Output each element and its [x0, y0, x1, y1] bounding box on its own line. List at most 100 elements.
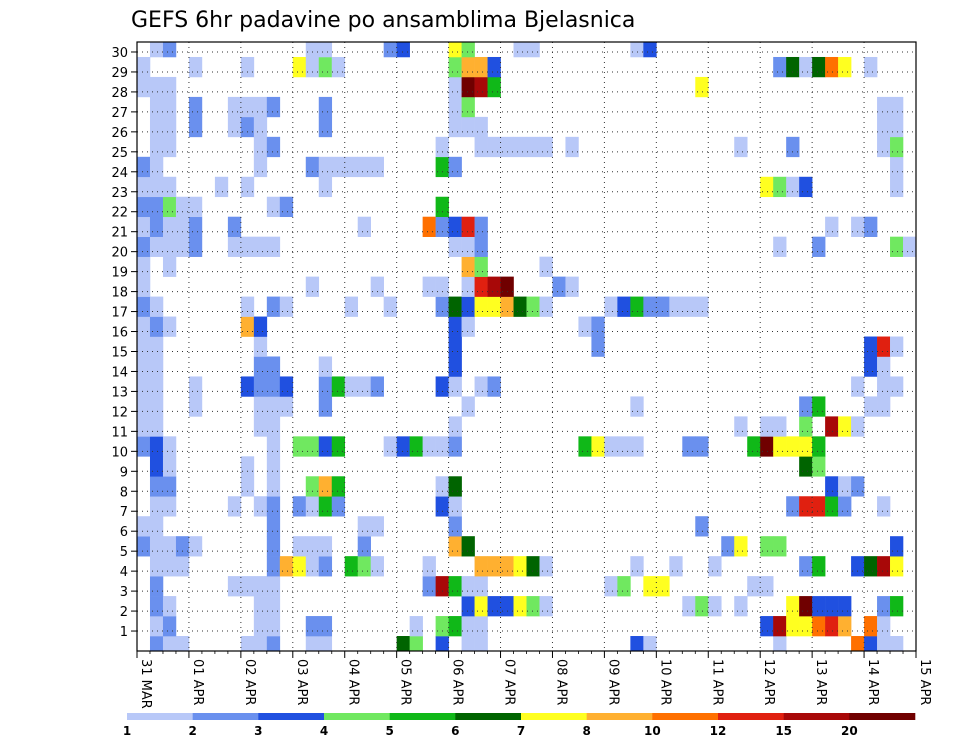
- heatmap-cell: [461, 396, 475, 417]
- y-tick-label: 7: [120, 505, 128, 520]
- heatmap-cell: [149, 76, 164, 98]
- heatmap-cell: [526, 136, 540, 158]
- x-tick-label: 03 APR: [294, 659, 309, 705]
- heatmap-cell: [617, 576, 631, 597]
- heatmap-cell: [448, 576, 462, 597]
- heatmap-cell: [137, 176, 151, 198]
- heatmap-cell: [175, 196, 190, 218]
- heatmap-cell: [266, 136, 281, 158]
- heatmap-cell: [344, 156, 359, 178]
- y-tick-label: 17: [111, 306, 128, 321]
- heatmap-cell: [435, 216, 449, 237]
- heatmap-cell: [773, 436, 787, 457]
- heatmap-cell: [253, 616, 268, 637]
- y-tick-label: 22: [111, 206, 128, 221]
- heatmap-cell: [396, 42, 410, 58]
- heatmap-cell: [149, 356, 164, 377]
- heatmap-cell: [357, 376, 371, 397]
- heatmap-cell: [539, 296, 553, 317]
- heatmap-cell: [266, 416, 281, 437]
- heatmap-cell: [292, 536, 307, 557]
- heatmap-cell: [370, 376, 384, 397]
- heatmap-cell: [461, 76, 475, 98]
- heatmap-cell: [565, 136, 579, 158]
- heatmap-cell: [760, 416, 774, 437]
- heatmap-cell: [266, 376, 281, 397]
- heatmap-cell: [786, 496, 800, 517]
- heatmap-cell: [149, 396, 164, 417]
- heatmap-cell: [786, 616, 800, 637]
- heatmap-cell: [357, 216, 371, 237]
- heatmap-cell: [149, 116, 164, 138]
- heatmap-cell: [137, 236, 151, 257]
- heatmap-cell: [487, 56, 501, 78]
- heatmap-cell: [357, 536, 371, 557]
- heatmap-cell: [799, 456, 813, 477]
- heatmap-cell: [695, 76, 709, 98]
- colorbar-swatch: [324, 713, 390, 720]
- colorbar-swatch: [127, 713, 193, 720]
- heatmap-cell: [137, 196, 151, 218]
- y-axis-ticks: 1234567891011121314151617181920212223242…: [111, 46, 137, 640]
- y-tick-label: 5: [120, 545, 128, 560]
- heatmap-cell: [279, 376, 294, 397]
- heatmap-cell: [825, 56, 839, 78]
- y-tick-label: 24: [111, 166, 128, 181]
- heatmap-cell: [162, 196, 177, 218]
- heatmap-cell: [812, 436, 826, 457]
- heatmap-cell: [318, 636, 333, 652]
- x-tick-label: 12 APR: [761, 659, 776, 705]
- heatmap-cell: [864, 396, 878, 417]
- heatmap-cell: [448, 336, 462, 357]
- heatmap-cell: [435, 636, 449, 652]
- heatmap-cell: [162, 436, 177, 457]
- heatmap-cell: [526, 42, 540, 58]
- heatmap-cell: [760, 536, 774, 557]
- heatmap-cell: [448, 116, 462, 138]
- heatmap-cell: [799, 496, 813, 517]
- heatmap-cell: [279, 296, 294, 317]
- heatmap-cell: [435, 476, 449, 497]
- heatmap-cell: [838, 616, 852, 637]
- heatmap-cell: [318, 616, 333, 637]
- heatmap-cell: [591, 336, 605, 357]
- y-tick-label: 20: [111, 246, 128, 261]
- heatmap-cell: [461, 536, 475, 557]
- heatmap-cell: [149, 496, 164, 517]
- heatmap-cell: [474, 616, 488, 637]
- heatmap-cell: [500, 296, 514, 317]
- y-tick-label: 29: [111, 66, 128, 81]
- heatmap-cell: [448, 476, 462, 497]
- heatmap-cell: [461, 296, 475, 317]
- heatmap-cell: [266, 196, 281, 218]
- heatmap-cell: [630, 556, 644, 577]
- heatmap-cell: [137, 536, 151, 557]
- heatmap-cell: [448, 156, 462, 178]
- heatmap-cell: [227, 116, 242, 138]
- y-tick-label: 2: [120, 605, 128, 620]
- heatmap-cell: [773, 416, 787, 437]
- heatmap-cell: [149, 96, 164, 118]
- heatmap-cell: [292, 436, 307, 457]
- heatmap-cell: [435, 296, 449, 317]
- heatmap-cell: [903, 236, 917, 257]
- colorbar-label: 20: [841, 724, 858, 738]
- heatmap-cell: [253, 576, 268, 597]
- heatmap-cell: [786, 176, 800, 198]
- heatmap-cell: [149, 556, 164, 577]
- heatmap-cell: [864, 336, 878, 357]
- x-tick-label: 04 APR: [346, 659, 361, 705]
- heatmap-cell: [474, 256, 488, 277]
- heatmap-cell: [266, 636, 281, 652]
- heatmap-cell: [851, 376, 865, 397]
- y-tick-label: 19: [111, 266, 128, 281]
- colorbar-label: 15: [775, 724, 792, 738]
- heatmap-cell: [318, 176, 333, 198]
- heatmap-cell: [422, 576, 436, 597]
- heatmap-cell: [137, 76, 151, 98]
- heatmap-cell: [253, 136, 268, 158]
- heatmap-cell: [318, 556, 333, 577]
- heatmap-cell: [877, 336, 891, 357]
- heatmap-cell: [162, 96, 177, 118]
- heatmap-cell: [227, 236, 242, 257]
